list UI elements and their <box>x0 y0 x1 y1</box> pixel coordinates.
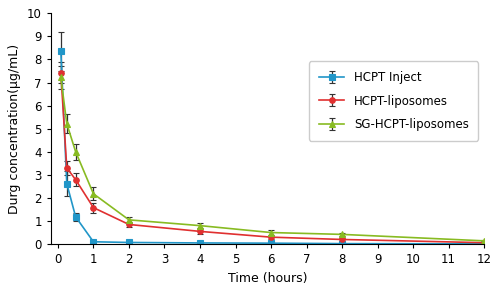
Y-axis label: Durg concentration(μg/mL): Durg concentration(μg/mL) <box>8 44 22 214</box>
X-axis label: Time (hours): Time (hours) <box>228 272 307 285</box>
Legend: HCPT Inject, HCPT-liposomes, SG-HCPT-liposomes: HCPT Inject, HCPT-liposomes, SG-HCPT-lip… <box>309 62 478 141</box>
